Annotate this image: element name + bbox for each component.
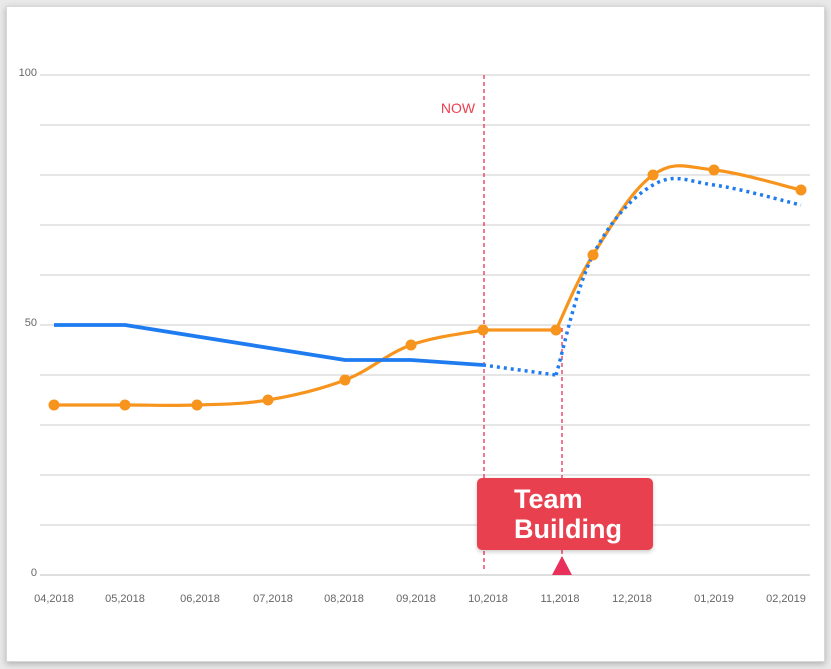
x-tick-label: 12,2018 bbox=[612, 593, 652, 605]
data-point bbox=[191, 399, 203, 411]
data-point bbox=[647, 169, 659, 181]
x-tick-label: 10,2018 bbox=[468, 593, 508, 605]
series-markers bbox=[48, 164, 807, 411]
callout-line-2: Building bbox=[514, 514, 622, 544]
team-building-callout: Team Building bbox=[477, 478, 653, 550]
data-point bbox=[795, 184, 807, 196]
y-tick-label: 100 bbox=[19, 67, 37, 79]
x-tick-label: 08,2018 bbox=[324, 593, 364, 605]
x-tick-label: 09,2018 bbox=[396, 593, 436, 605]
now-label: NOW bbox=[441, 100, 476, 116]
series-orange-line-rise bbox=[554, 164, 803, 332]
x-tick-label: 06,2018 bbox=[180, 593, 220, 605]
x-tick-label: 04,2018 bbox=[34, 593, 74, 605]
x-tick-label: 07,2018 bbox=[253, 593, 293, 605]
callout-line-1: Team bbox=[514, 484, 583, 514]
series-lines bbox=[52, 164, 803, 407]
data-point bbox=[119, 399, 131, 411]
series-blue-line bbox=[54, 323, 484, 367]
x-tick-label: 11,2018 bbox=[541, 593, 580, 605]
x-tick-label: 02,2019 bbox=[766, 593, 806, 605]
y-tick-label: 50 bbox=[25, 317, 37, 329]
series-blue-forecast-rise bbox=[554, 176, 802, 376]
data-point bbox=[405, 339, 417, 351]
series-orange-line bbox=[52, 328, 485, 407]
data-point bbox=[708, 164, 720, 176]
data-point bbox=[587, 249, 599, 261]
x-tick-label: 05,2018 bbox=[105, 593, 145, 605]
data-point bbox=[477, 324, 489, 336]
data-point bbox=[262, 394, 274, 406]
y-tick-label: 0 bbox=[31, 567, 37, 579]
callout-pointer-icon bbox=[552, 556, 572, 575]
series-blue-forecast bbox=[482, 363, 557, 377]
x-tick-label: 01,2019 bbox=[694, 593, 734, 605]
y-axis-ticks: 100 50 0 bbox=[19, 67, 37, 579]
data-point bbox=[339, 374, 351, 386]
gridlines bbox=[40, 74, 810, 576]
data-point bbox=[550, 324, 562, 336]
data-point bbox=[48, 399, 60, 411]
x-axis-ticks: 04,2018 05,2018 06,2018 07,2018 08,2018 09,20… bbox=[34, 593, 806, 605]
chart-card bbox=[6, 6, 825, 662]
